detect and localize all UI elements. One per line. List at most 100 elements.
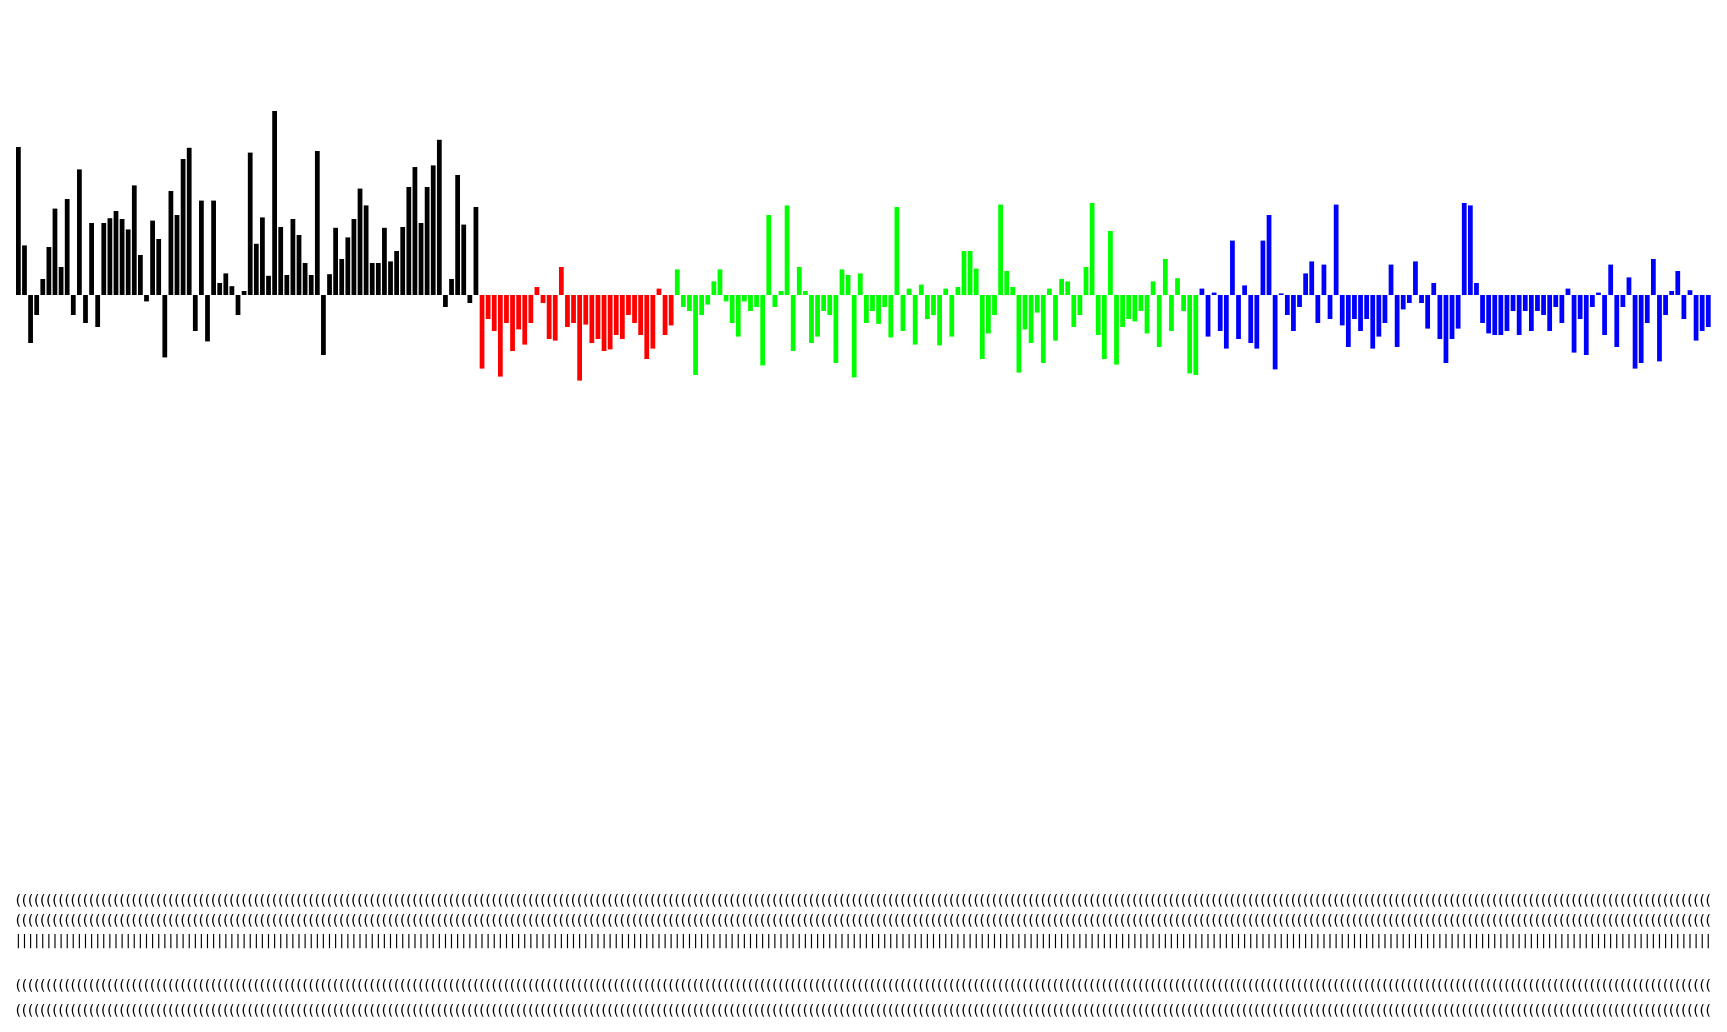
tick-label-mark: ( xyxy=(217,1003,222,1019)
tick-label-mark: ( xyxy=(1388,913,1393,929)
tick-label-mark: ( xyxy=(851,978,856,994)
bar-series3-35 xyxy=(882,295,888,307)
tick-label-mark: ( xyxy=(443,978,448,994)
bar-series4-27 xyxy=(1358,295,1363,331)
tick-label-mark: ( xyxy=(1303,913,1308,929)
bar-series2-16 xyxy=(571,295,576,323)
tick-label-mark: ( xyxy=(485,913,490,929)
tick-label-mark: ( xyxy=(1175,978,1180,994)
tick-label-row-4: ((((((((((((((((((((((((((((((((((((((((… xyxy=(16,978,1711,994)
tick-label-mark: | xyxy=(1621,933,1626,949)
tick-label-mark: | xyxy=(40,933,45,949)
tick-label-mark: ( xyxy=(1693,913,1698,929)
tick-label-mark: ( xyxy=(1346,1003,1351,1019)
bar-series4-9 xyxy=(1248,295,1254,343)
tick-label-mark: | xyxy=(101,933,106,949)
tick-label-mark: ( xyxy=(607,913,612,929)
bar-series3-49 xyxy=(967,251,973,295)
tick-label-mark: ( xyxy=(217,913,222,929)
bar-series3-12 xyxy=(741,295,747,302)
tick-label-mark: ( xyxy=(1047,893,1052,909)
tick-label-mark: ( xyxy=(1022,913,1027,929)
tick-label-mark: ( xyxy=(833,1003,838,1019)
tick-label-mark: ( xyxy=(1260,978,1265,994)
tick-label-mark: ( xyxy=(888,893,893,909)
tick-label-mark: ( xyxy=(1230,978,1235,994)
tick-label-mark: ( xyxy=(1468,1003,1473,1019)
tick-label-mark: ( xyxy=(1236,1003,1241,1019)
tick-label-mark: | xyxy=(858,933,863,949)
tick-label-mark: ( xyxy=(272,978,277,994)
bar-series3-57 xyxy=(1016,295,1022,373)
tick-label-mark: | xyxy=(1236,933,1241,949)
tick-label-mark: ( xyxy=(284,978,289,994)
tick-label-mark: ( xyxy=(174,913,179,929)
tick-label-mark: ( xyxy=(876,1003,881,1019)
tick-label-mark: ( xyxy=(1596,893,1601,909)
bar-series4-7 xyxy=(1236,295,1241,339)
tick-label-mark: ( xyxy=(656,893,661,909)
bar-series4-66 xyxy=(1596,292,1601,295)
tick-label-mark: ( xyxy=(1486,893,1491,909)
tick-label-mark: | xyxy=(638,933,643,949)
tick-label-mark: | xyxy=(1633,933,1638,949)
tick-label-mark: ( xyxy=(1431,978,1436,994)
tick-label-mark: ( xyxy=(1584,1003,1589,1019)
tick-label-mark: ( xyxy=(1559,1003,1564,1019)
tick-label-mark: ( xyxy=(1333,978,1338,994)
tick-label-mark: ( xyxy=(235,1003,240,1019)
bar-series3-80 xyxy=(1156,295,1162,347)
tick-label-mark: ( xyxy=(504,913,509,929)
tick-label-mark: | xyxy=(284,933,289,949)
tick-label-mark: ( xyxy=(247,893,252,909)
tick-label-mark: ( xyxy=(851,1003,856,1019)
tick-label-mark: ( xyxy=(638,913,643,929)
tick-label-mark: ( xyxy=(107,978,112,994)
tick-label-mark: ( xyxy=(1620,913,1625,929)
tick-label-mark: ( xyxy=(754,978,759,994)
tick-label-mark: ( xyxy=(1285,913,1290,929)
bar-series1-17 xyxy=(113,211,119,295)
tick-label-mark: ( xyxy=(260,1003,265,1019)
tick-label-mark: | xyxy=(1395,933,1400,949)
tick-label-mark: ( xyxy=(296,978,301,994)
tick-label-mark: ( xyxy=(205,913,210,929)
tick-label-mark: ( xyxy=(943,913,948,929)
tick-label-mark: ( xyxy=(52,913,57,929)
tick-label-mark: ( xyxy=(1358,1003,1363,1019)
tick-label-mark: | xyxy=(1608,933,1613,949)
tick-label-mark: | xyxy=(1663,933,1668,949)
tick-label-mark: ( xyxy=(1498,913,1503,929)
tick-label-mark: ( xyxy=(58,893,63,909)
tick-label-mark: ( xyxy=(1657,978,1662,994)
tick-label-mark: ( xyxy=(1193,893,1198,909)
tick-label-mark: ( xyxy=(1285,978,1290,994)
tick-label-mark: ( xyxy=(839,978,844,994)
tick-label-mark: | xyxy=(1407,933,1412,949)
tick-label-mark: ( xyxy=(1065,1003,1070,1019)
tick-label-mark: ( xyxy=(1559,893,1564,909)
tick-label-mark: ( xyxy=(1431,893,1436,909)
tick-label-mark: ( xyxy=(1541,893,1546,909)
bar-series4-14 xyxy=(1278,293,1284,295)
tick-label-mark: ( xyxy=(1516,913,1521,929)
tick-label-mark: | xyxy=(150,933,155,949)
tick-label-mark: ( xyxy=(1285,893,1290,909)
tick-label-mark: ( xyxy=(925,913,930,929)
tick-label-mark: ( xyxy=(1425,1003,1430,1019)
tick-label-mark: ( xyxy=(1565,893,1570,909)
tick-label-mark: ( xyxy=(1059,893,1064,909)
tick-label-mark: ( xyxy=(1224,893,1229,909)
bar-series3-25 xyxy=(821,295,827,311)
tick-label-mark: ( xyxy=(931,978,936,994)
tick-label-mark: ( xyxy=(1675,978,1680,994)
tick-label-mark: | xyxy=(864,933,869,949)
tick-label-mark: ( xyxy=(388,913,393,929)
tick-label-mark: ( xyxy=(1510,1003,1515,1019)
bar-series2-6 xyxy=(510,295,515,351)
tick-label-mark: ( xyxy=(46,1003,51,1019)
tick-label-mark: | xyxy=(589,933,594,949)
tick-label-mark: ( xyxy=(1529,913,1534,929)
tick-label-mark: | xyxy=(852,933,857,949)
bar-series4-24 xyxy=(1339,295,1345,326)
